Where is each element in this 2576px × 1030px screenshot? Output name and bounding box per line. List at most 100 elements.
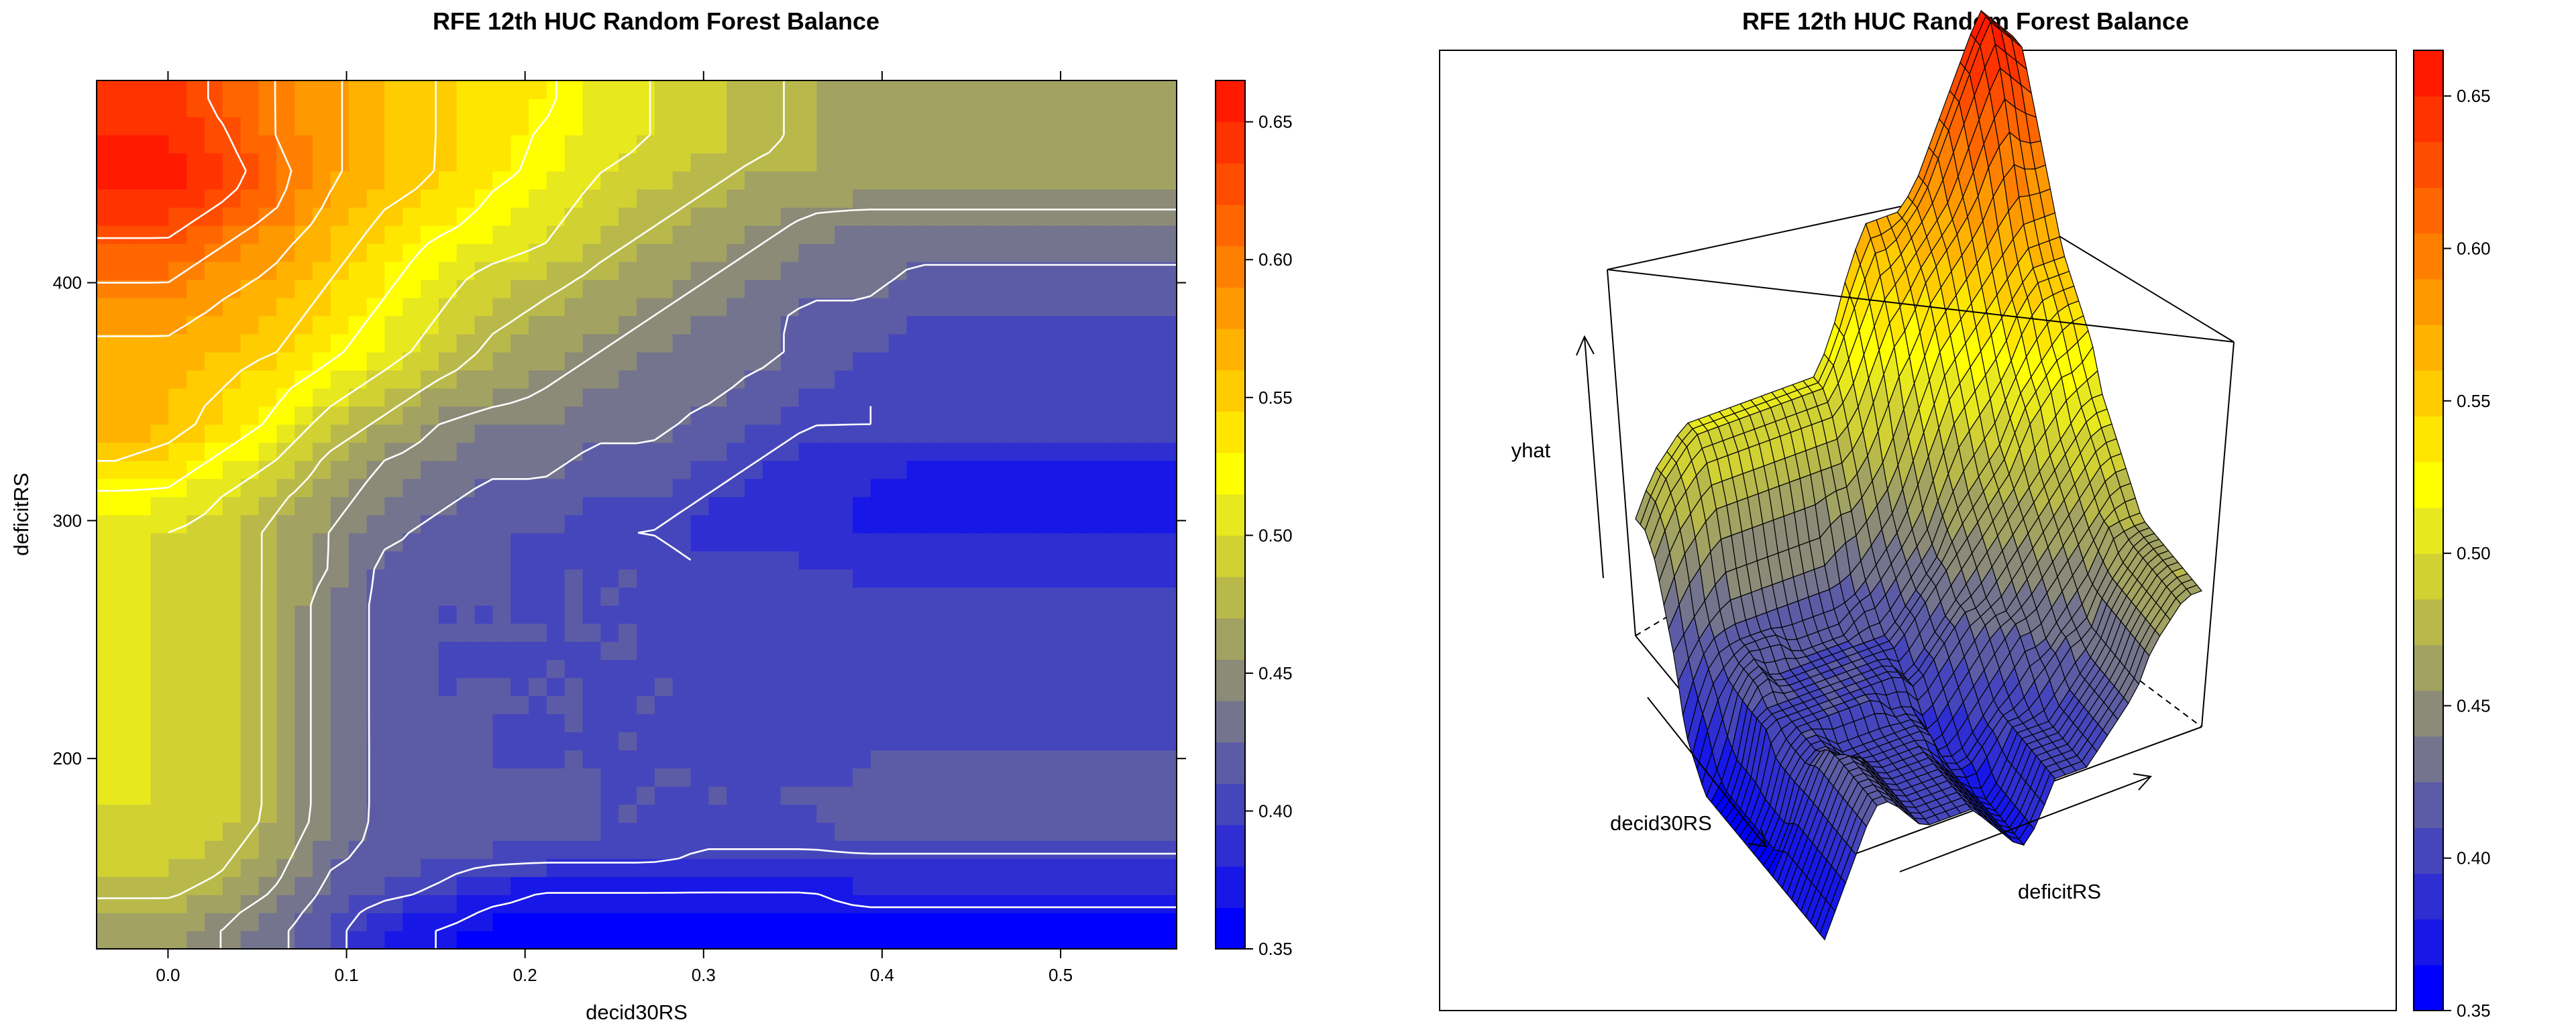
levelplot-cell	[780, 605, 800, 624]
levelplot-cell	[456, 532, 476, 552]
levelplot-cell	[978, 478, 998, 498]
levelplot-cell	[186, 134, 205, 154]
levelplot-cell	[1032, 858, 1051, 877]
levelplot-cell	[1032, 279, 1051, 298]
levelplot-cell	[384, 80, 403, 99]
levelplot-cell	[132, 695, 152, 715]
levelplot-cell	[474, 551, 494, 570]
levelplot-cell	[1086, 659, 1106, 679]
levelplot-cell	[511, 98, 529, 117]
levelplot-cell	[168, 261, 187, 280]
levelplot-cell	[870, 876, 890, 895]
levelplot-cell	[205, 424, 223, 443]
levelplot-cell	[313, 98, 331, 117]
levelplot-cell	[1051, 333, 1069, 353]
levelplot-cell	[1104, 569, 1124, 588]
levelplot-cell	[708, 532, 727, 552]
levelplot-cell	[835, 695, 853, 715]
levelplot-cell	[114, 786, 133, 805]
levelplot-cell	[1159, 895, 1177, 913]
levelplot-cell	[943, 750, 961, 769]
levelplot-cell	[186, 243, 205, 262]
levelplot-cell	[727, 333, 745, 353]
levelplot-cell	[114, 514, 133, 534]
levelplot-cell	[798, 895, 818, 913]
levelplot-cell	[168, 931, 187, 950]
levelplot-cell	[816, 116, 835, 135]
levelplot-cell	[1069, 804, 1087, 823]
levelplot-cell	[727, 442, 745, 461]
levelplot-cell	[205, 786, 223, 805]
levelplot-cell	[961, 822, 979, 841]
surface-z-label: yhat	[1511, 439, 1551, 462]
levelplot-cell	[727, 641, 745, 661]
levelplot-cell	[222, 804, 241, 823]
levelplot-cell	[762, 369, 782, 389]
levelplot-cell	[421, 768, 439, 787]
levelplot-cell	[492, 677, 511, 697]
levelplot-cell	[672, 442, 692, 461]
levelplot-cell	[186, 840, 205, 859]
levelplot-cell	[421, 460, 439, 479]
levelplot-cell	[258, 351, 278, 371]
levelplot-cell	[961, 80, 979, 99]
levelplot-cell	[132, 895, 152, 913]
levelplot-cell	[97, 532, 115, 552]
levelplot-cell	[348, 98, 368, 117]
levelplot-cell	[1086, 786, 1106, 805]
levelplot-cell	[1014, 713, 1034, 733]
levelplot-cell	[1014, 605, 1034, 624]
levelplot-cell	[258, 315, 278, 335]
levelplot-cell	[132, 750, 152, 769]
levelplot-cell	[619, 913, 637, 931]
levelplot-cell	[114, 587, 133, 606]
levelplot-cell	[906, 587, 926, 606]
levelplot-cell	[564, 858, 584, 877]
levelplot-cell	[1086, 478, 1106, 498]
levelplot-cell	[456, 261, 476, 280]
levelplot-cell	[943, 442, 961, 461]
levelplot-cell	[1032, 152, 1051, 172]
levelplot-cell	[582, 695, 602, 715]
levelplot-cell	[961, 315, 979, 335]
levelplot-cell	[529, 822, 547, 841]
levelplot-cell	[762, 80, 782, 99]
levelplot-cell	[205, 225, 223, 244]
levelplot-cell	[97, 895, 115, 913]
levelplot-cell	[186, 551, 205, 570]
levelplot-cell	[1051, 225, 1069, 244]
levelplot-cell	[529, 587, 547, 606]
surface-colorkey-tick-label: 0.45	[2457, 695, 2491, 716]
levelplot-cell	[708, 496, 727, 516]
levelplot-cell	[294, 170, 313, 190]
levelplot-cell	[564, 333, 584, 353]
levelplot-cell	[348, 641, 368, 661]
levelplot-cell	[888, 98, 908, 117]
levelplot-cell	[168, 641, 187, 661]
levelplot-cell	[366, 261, 386, 280]
levelplot-cell	[114, 188, 133, 208]
levelplot-cell	[402, 152, 421, 172]
levelplot-cell	[132, 822, 152, 841]
levelplot-cell	[780, 713, 800, 733]
levelplot-cell	[780, 243, 800, 262]
levelplot-cell	[708, 750, 727, 769]
levelplot-cell	[168, 333, 187, 353]
levelplot-cell	[870, 225, 890, 244]
levelplot-cell	[582, 514, 602, 534]
levelplot-cell	[1051, 768, 1069, 787]
levelplot-cell	[780, 478, 800, 498]
levelplot-cell	[619, 116, 637, 135]
levelplot-cell	[637, 170, 655, 190]
levelplot-cell	[276, 188, 295, 208]
levelplot-cell	[564, 225, 584, 244]
levelplot-cell	[978, 931, 998, 950]
levelplot-cell	[888, 116, 908, 135]
levelplot-cell	[727, 804, 745, 823]
levelplot-cell	[529, 514, 547, 534]
levelplot-cell	[456, 116, 476, 135]
levelplot-cell	[780, 442, 800, 461]
levelplot-cell	[456, 732, 476, 751]
levelplot-cell	[384, 496, 403, 516]
levelplot-cell	[366, 496, 386, 516]
